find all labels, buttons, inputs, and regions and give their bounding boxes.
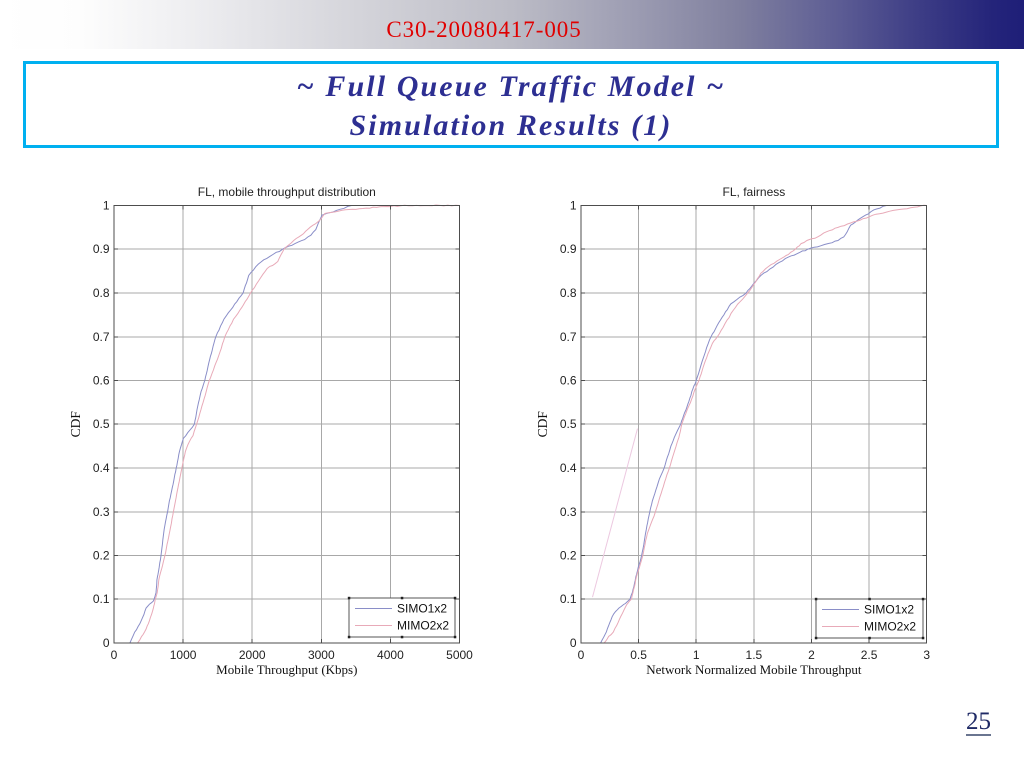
svg-text:0.8: 0.8 [93, 286, 110, 300]
svg-text:2.5: 2.5 [861, 648, 878, 662]
svg-text:3000: 3000 [308, 648, 335, 662]
svg-text:CDF: CDF [68, 411, 83, 438]
svg-text:1.5: 1.5 [746, 648, 763, 662]
svg-text:MIMO2x2: MIMO2x2 [864, 620, 916, 634]
svg-text:0.1: 0.1 [93, 592, 110, 606]
svg-text:0.5: 0.5 [630, 648, 647, 662]
svg-text:0.3: 0.3 [560, 505, 577, 519]
svg-text:0.2: 0.2 [93, 549, 110, 563]
svg-text:1: 1 [570, 199, 577, 213]
svg-text:0.6: 0.6 [560, 374, 577, 388]
svg-text:1000: 1000 [170, 648, 197, 662]
svg-text:5000: 5000 [446, 648, 473, 662]
svg-text:FL, mobile throughput distribu: FL, mobile throughput distribution [198, 185, 376, 199]
svg-text:0.9: 0.9 [93, 242, 110, 256]
svg-text:SIMO1x2: SIMO1x2 [864, 603, 914, 617]
svg-text:4000: 4000 [377, 648, 404, 662]
svg-text:0: 0 [103, 636, 110, 650]
svg-text:0.7: 0.7 [560, 330, 577, 344]
svg-text:CDF: CDF [535, 411, 550, 438]
svg-text:3: 3 [923, 648, 930, 662]
svg-text:1: 1 [103, 199, 110, 213]
svg-text:0.1: 0.1 [560, 592, 577, 606]
svg-text:0: 0 [111, 648, 118, 662]
svg-text:0.7: 0.7 [93, 330, 110, 344]
svg-text:Network Normalized Mobile Thro: Network Normalized Mobile Throughput [646, 662, 862, 677]
svg-text:2000: 2000 [239, 648, 266, 662]
svg-text:MIMO2x2: MIMO2x2 [397, 619, 449, 633]
svg-text:SIMO1x2: SIMO1x2 [397, 602, 447, 616]
svg-text:0.8: 0.8 [560, 286, 577, 300]
svg-text:0: 0 [570, 636, 577, 650]
svg-text:1: 1 [693, 648, 700, 662]
svg-text:0.5: 0.5 [560, 417, 577, 431]
svg-text:Mobile Throughput (Kbps): Mobile Throughput (Kbps) [216, 662, 357, 677]
svg-text:0.9: 0.9 [560, 242, 577, 256]
svg-text:0.4: 0.4 [93, 461, 110, 475]
svg-text:0.5: 0.5 [93, 417, 110, 431]
svg-text:0.3: 0.3 [93, 505, 110, 519]
svg-text:FL, fairness: FL, fairness [723, 185, 786, 199]
svg-text:0.6: 0.6 [93, 374, 110, 388]
svg-text:0: 0 [578, 648, 585, 662]
svg-text:0.4: 0.4 [560, 461, 577, 475]
svg-text:0.2: 0.2 [560, 549, 577, 563]
svg-text:2: 2 [808, 648, 815, 662]
